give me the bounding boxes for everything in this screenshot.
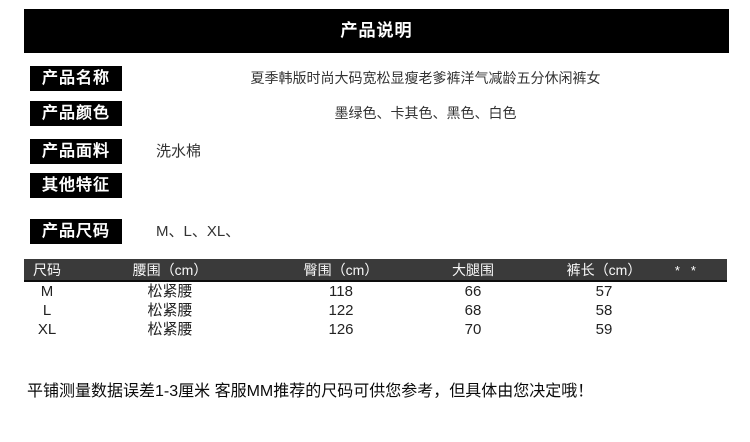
table-cell: M: [40, 283, 54, 300]
size-chart-table: ** 尺码 腰围（cm） 臀围（cm） 大腿围 裤长（cm） M 松紧腰 118 66 57 L 松…: [24, 259, 727, 339]
table-cell: L: [42, 302, 52, 319]
table-cell: 118: [329, 283, 353, 300]
field-row: 其他特征: [0, 173, 750, 198]
field-label-badge: 其他特征: [30, 173, 122, 198]
table-cell: XL: [37, 321, 57, 338]
field-value: M、L、XL、: [156, 223, 241, 240]
table-cell: 66: [464, 283, 482, 300]
table-cell: 松紧腰: [147, 321, 193, 338]
table-row: M 松紧腰 118 66 57: [24, 282, 727, 301]
table-cell: 松紧腰: [147, 283, 193, 300]
table-cell: 126: [328, 321, 354, 338]
field-value: 墨绿色、卡其色、黑色、白色: [334, 105, 517, 121]
field-row: 产品颜色 墨绿色、卡其色、黑色、白色: [0, 101, 750, 126]
field-row: 产品尺码 M、L、XL、: [0, 219, 750, 244]
field-label-badge: 产品面料: [30, 139, 122, 164]
table-row: L 松紧腰 122 68 58: [24, 301, 727, 320]
field-label-badge: 产品尺码: [30, 219, 122, 244]
size-chart-header-row: ** 尺码 腰围（cm） 臀围（cm） 大腿围 裤长（cm）: [24, 259, 727, 282]
field-row: 产品名称 夏季韩版时尚大码宽松显瘦老爹裤洋气减龄五分休闲裤女: [0, 66, 750, 91]
table-row: XL 松紧腰 126 70 59: [24, 320, 727, 339]
table-header-cell: 腰围（cm）: [132, 262, 208, 278]
table-cell: 松紧腰: [147, 302, 193, 319]
table-header-cell: 大腿围: [452, 262, 494, 278]
table-cell: 68: [464, 302, 482, 319]
field-value: 洗水棉: [156, 143, 202, 160]
table-header-cell: 臀围（cm）: [303, 262, 379, 278]
table-cell: 57: [595, 283, 613, 300]
measurement-note: 平铺测量数据误差1-3厘米 客服MM推荐的尺码可供您参考，但具体由您决定哦！: [27, 383, 594, 400]
field-row: 产品面料 洗水棉: [0, 139, 750, 164]
header-asterisk-marks: **: [674, 263, 707, 278]
page-title: 产品说明: [24, 9, 729, 53]
table-cell: 58: [595, 302, 613, 319]
field-label-badge: 产品颜色: [30, 101, 122, 126]
size-chart-body: M 松紧腰 118 66 57 L 松紧腰 122 68 58 XL 松紧腰 126 70 59: [24, 282, 727, 339]
table-cell: 122: [328, 302, 354, 319]
table-header-cell: 裤长（cm）: [566, 262, 642, 278]
table-header-cell: 尺码: [33, 262, 61, 278]
table-cell: 70: [464, 321, 482, 338]
table-cell: 59: [595, 321, 613, 338]
field-label-badge: 产品名称: [30, 66, 122, 91]
field-value: 夏季韩版时尚大码宽松显瘦老爹裤洋气减龄五分休闲裤女: [250, 70, 601, 86]
